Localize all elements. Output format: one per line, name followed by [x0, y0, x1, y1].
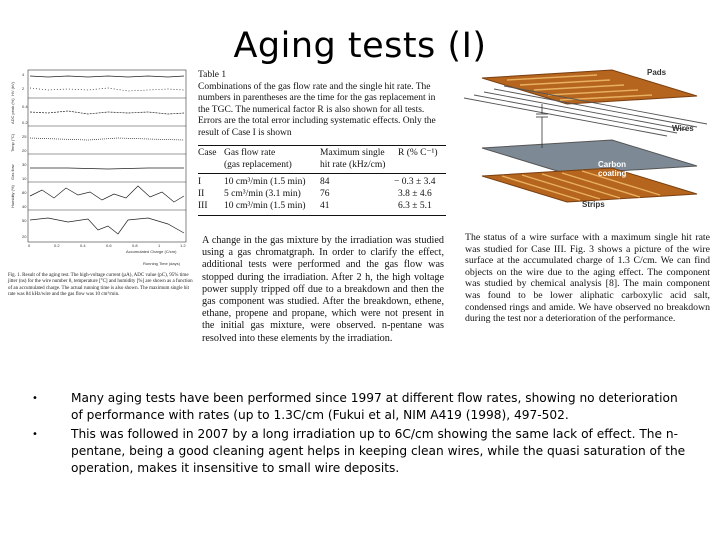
figure-caption: Fig. 1. Result of the aging test. The hi…	[8, 273, 193, 298]
plot-frame	[28, 70, 186, 242]
adc-trace	[30, 88, 184, 91]
gas-mixture-paragraph: A change in the gas mixture by the irrad…	[202, 235, 444, 345]
bullet-text: This was followed in 2007 by a long irra…	[71, 427, 685, 475]
header-gas-flow: Gas flow rate (gas replacement)	[224, 148, 292, 171]
temp-trace	[30, 138, 184, 140]
plot-label: ADC peak (%)	[10, 98, 15, 124]
x-tick: 0.8	[132, 243, 138, 248]
x-tick: 0.4	[80, 243, 86, 248]
current-trace	[30, 76, 184, 77]
plot-label: HV (kV)	[10, 82, 15, 96]
cell: 76	[320, 189, 330, 201]
slide-title: Aging tests (I)	[0, 26, 720, 66]
bullet-dot: •	[32, 426, 38, 443]
diagram-label-strips: Strips	[582, 200, 605, 209]
svg-text:20: 20	[22, 148, 27, 153]
x-tick: 0	[28, 243, 30, 248]
table-rule	[198, 145, 446, 146]
bullet-list: • Many aging tests have been performed s…	[30, 390, 690, 477]
svg-text:4: 4	[22, 72, 25, 77]
svg-text:80: 80	[22, 190, 27, 195]
bullet-item: • Many aging tests have been performed s…	[30, 390, 690, 424]
table-row: III 10 cm³/min (1.5 min) 41 6.3 ± 5.1	[198, 201, 446, 213]
tgc-structure-diagram: Pads Wires Carbon coating Strips	[462, 68, 712, 228]
bullet-item: • This was followed in 2007 by a long ir…	[30, 426, 690, 477]
x-tick: 0.6	[106, 243, 112, 248]
plot-label: Temp (°C)	[10, 134, 15, 152]
cell: I	[198, 177, 201, 189]
x-tick: 0.2	[54, 243, 60, 248]
cell: 5 cm³/min (3.1 min)	[224, 189, 301, 201]
table-1: Table 1 Combinations of the gas flow rat…	[198, 70, 446, 223]
table-body: Case Gas flow rate (gas replacement) Max…	[198, 145, 446, 223]
cell: 6.3 ± 5.1	[398, 201, 432, 213]
humidity-trace	[30, 186, 184, 202]
svg-text:0.2: 0.2	[22, 120, 28, 125]
cell: 41	[320, 201, 330, 213]
header-hit-rate: Maximum single hit rate (kHz/cm)	[320, 148, 385, 171]
cell: II	[198, 189, 204, 201]
plot-label: Humidity (%)	[10, 185, 15, 208]
svg-text:10: 10	[22, 176, 27, 181]
table-rule	[198, 215, 446, 216]
table-caption: Table 1 Combinations of the gas flow rat…	[198, 70, 446, 139]
svg-text:30: 30	[22, 162, 27, 167]
strips-layer	[482, 168, 697, 202]
wire-surface-paragraph: The status of a wire surface with a maxi…	[465, 232, 710, 325]
svg-text:50: 50	[22, 218, 27, 223]
table-rule	[198, 173, 446, 174]
x-axis-label: Accumulated Charge (C/cm)	[126, 249, 176, 254]
bullet-text: Many aging tests have been performed sin…	[71, 391, 678, 422]
x-tick: 1	[158, 243, 160, 248]
diagram-label-wires: Wires	[672, 124, 694, 133]
diagram-label-carbon: Carbon coating	[598, 160, 626, 178]
cell: III	[198, 201, 208, 213]
bullet-dot: •	[32, 390, 38, 407]
plot-label: Gas flow	[10, 164, 15, 180]
diagram-label-pads: Pads	[647, 68, 666, 77]
x-axis-label-secondary: Running Time (days)	[143, 261, 180, 266]
header-r: R (% C⁻¹)	[398, 148, 438, 160]
cell: 10 cm³/min (1.5 min)	[224, 201, 305, 213]
cell: 3.8 ± 4.6	[398, 189, 432, 201]
jitter-trace	[30, 111, 184, 114]
table-row: I 10 cm³/min (1.5 min) 84 − 0.3 ± 3.4	[198, 177, 446, 189]
rate-trace	[30, 218, 184, 234]
svg-text:20: 20	[22, 234, 27, 239]
header-case: Case	[198, 148, 216, 160]
flow-trace	[30, 168, 184, 169]
cell: 10 cm³/min (1.5 min)	[224, 177, 305, 189]
table-row: II 5 cm³/min (3.1 min) 76 3.8 ± 4.6	[198, 189, 446, 201]
cell: − 0.3 ± 3.4	[394, 177, 435, 189]
svg-text:2: 2	[22, 86, 25, 91]
table-header-row: Case Gas flow rate (gas replacement) Max…	[198, 148, 446, 172]
cell: 84	[320, 177, 330, 189]
svg-text:0.4: 0.4	[22, 104, 28, 109]
svg-text:25: 25	[22, 134, 27, 139]
svg-text:40: 40	[22, 204, 27, 209]
x-tick: 1.2	[180, 243, 186, 248]
